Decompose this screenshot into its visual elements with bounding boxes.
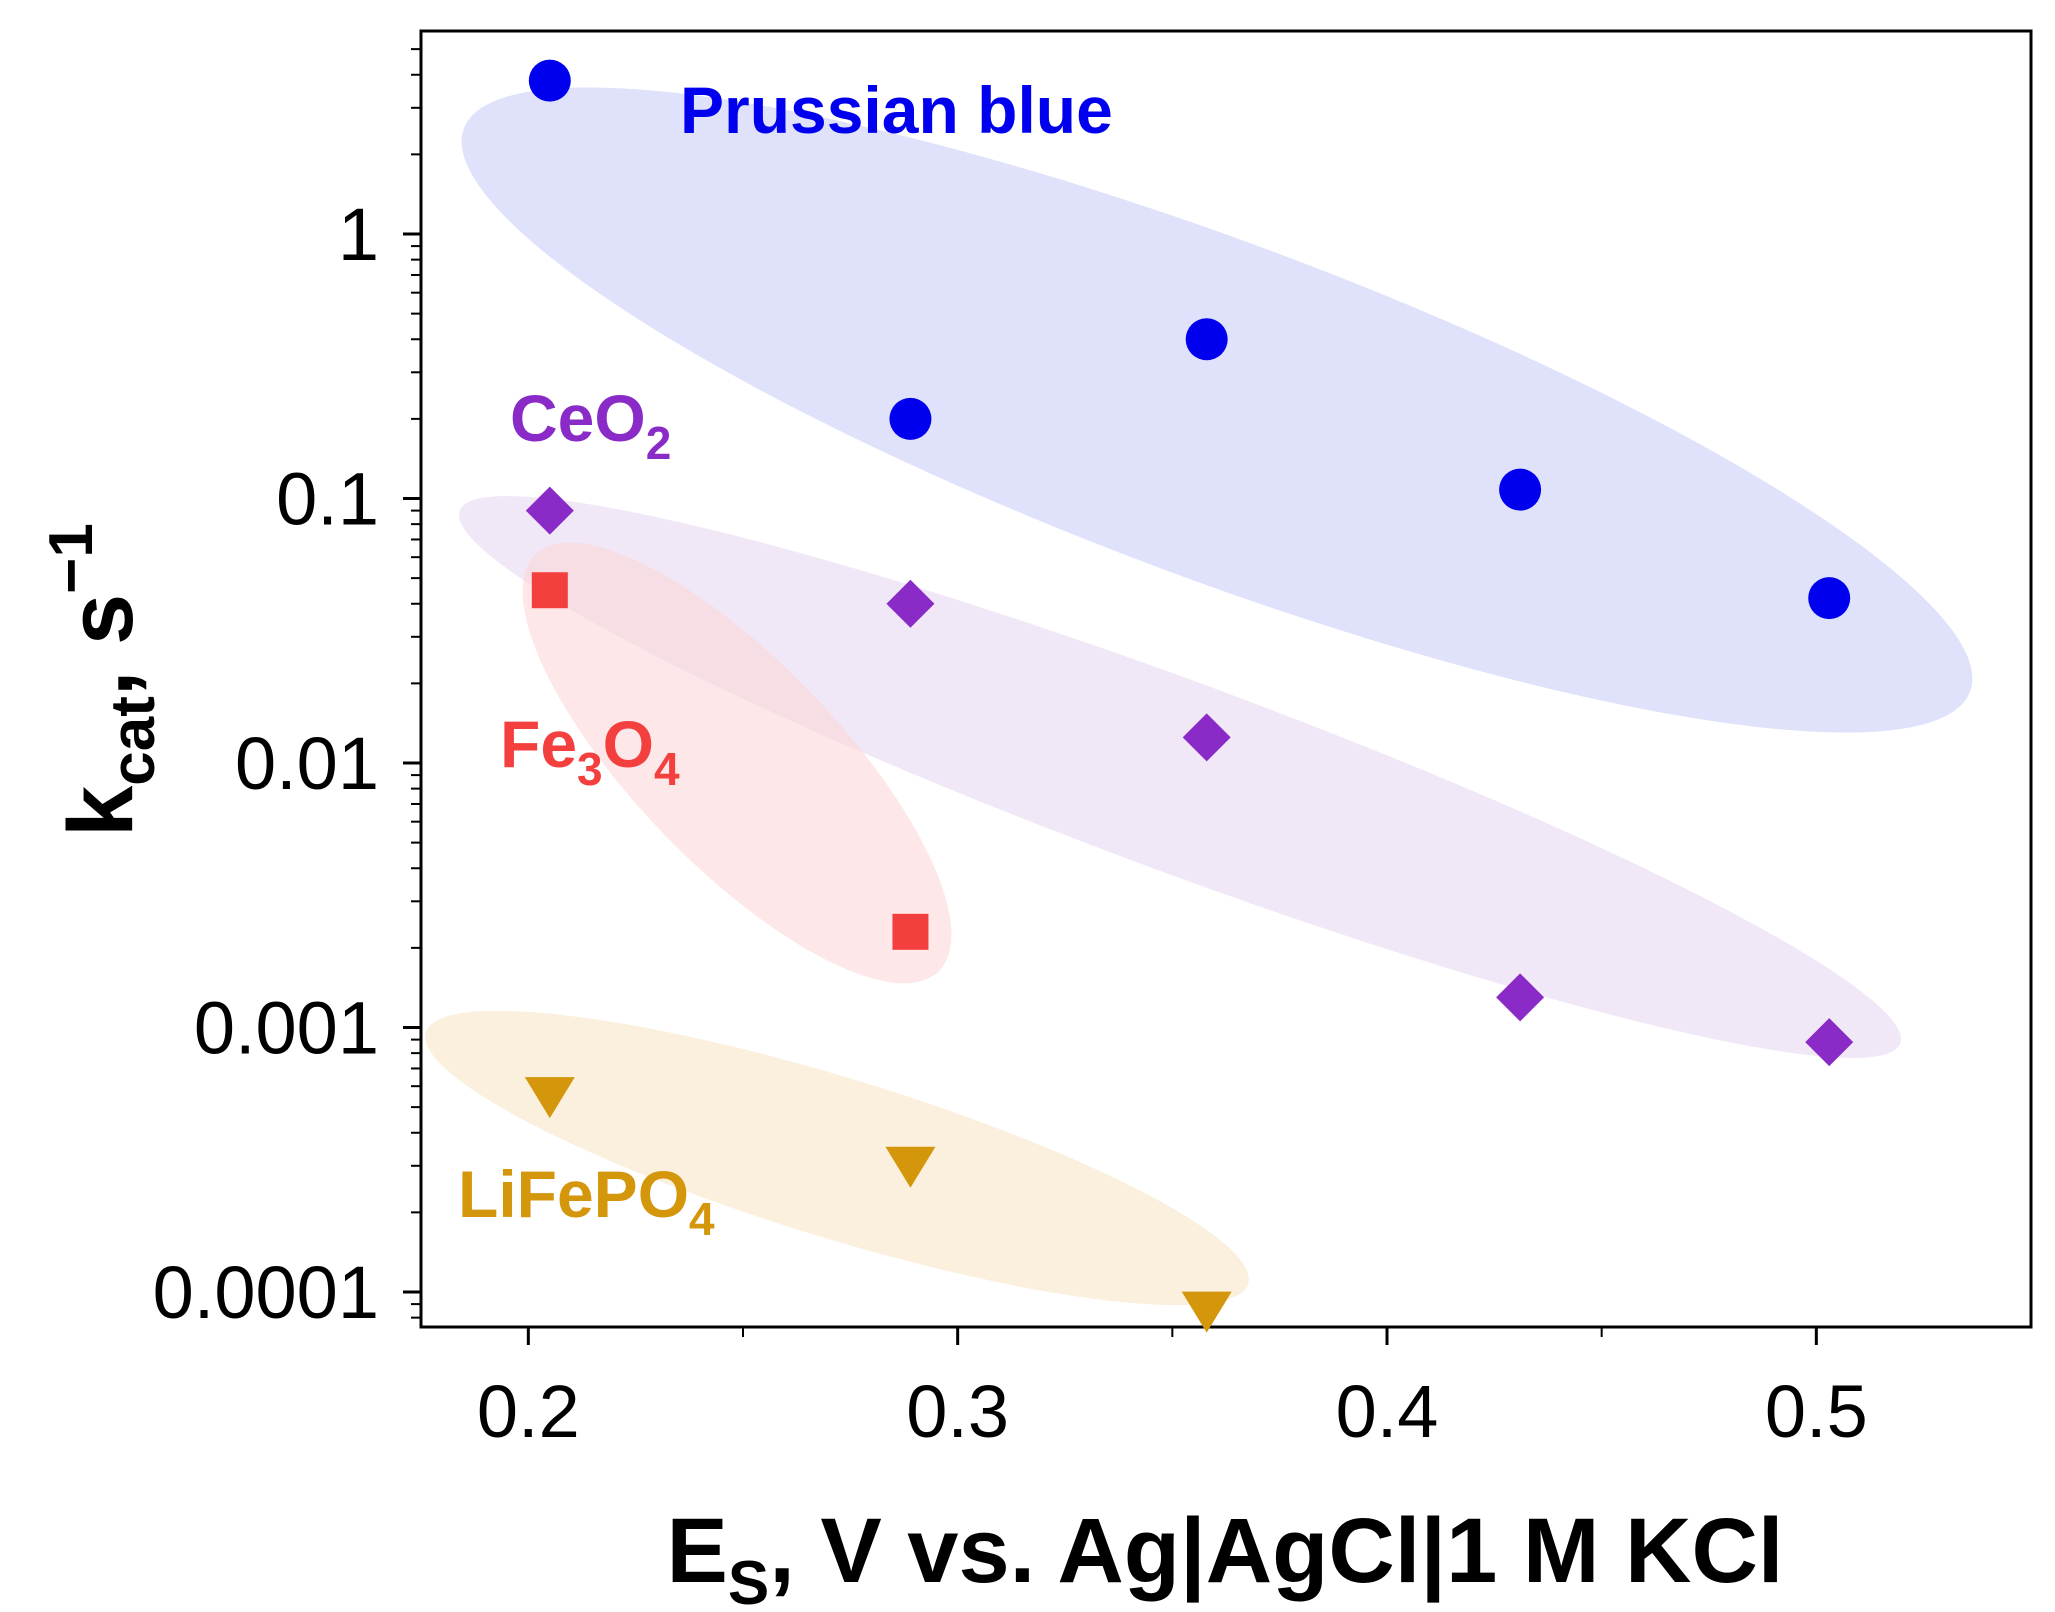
data-point: [1182, 713, 1231, 762]
y-tick-label: 0.001: [194, 987, 379, 1070]
x-tick-label: 0.3: [906, 1370, 1009, 1453]
data-point: [889, 397, 932, 440]
x-axis-ticks: [526, 1327, 1818, 1345]
series-label-prussian-blue: Prussian blue: [680, 73, 1113, 147]
data-point: [528, 59, 571, 102]
series-label-ceo2: CeO2: [510, 381, 671, 469]
plot-frame: [419, 29, 2033, 1329]
series-label-fe3o4: Fe3O4: [500, 707, 680, 795]
cluster-ellipses: [425, 87, 1973, 1306]
data-point: [1808, 577, 1851, 620]
data-point: [525, 486, 574, 535]
data-point: [1805, 1018, 1854, 1067]
ellipse-lifepo4: [425, 1010, 1249, 1306]
series-label-lifepo4: LiFePO4: [458, 1157, 715, 1245]
data-point: [531, 572, 568, 609]
ellipse-prussian-blue: [461, 87, 1973, 733]
data-point: [885, 1146, 936, 1188]
data-point: [1185, 318, 1228, 361]
x-tick-label: 0.2: [477, 1370, 580, 1453]
data-point: [892, 913, 929, 950]
data-markers: [524, 59, 1854, 1333]
data-point: [1499, 468, 1542, 511]
y-axis-tick-labels: 1 0.1 0.01 0.001 0.0001: [153, 193, 379, 1334]
x-tick-label: 0.4: [1336, 1370, 1439, 1453]
ellipse-ceo2: [458, 496, 1902, 1058]
y-tick-label: 0.0001: [153, 1251, 379, 1334]
data-point: [524, 1077, 575, 1119]
x-axis-tick-labels: 0.2 0.3 0.4 0.5: [477, 1370, 1868, 1453]
data-point: [886, 579, 935, 628]
y-axis-title: kcat, s−1: [37, 523, 168, 837]
y-tick-label: 1: [338, 193, 379, 276]
y-axis-ticks: [403, 48, 421, 1319]
y-tick-label: 0.01: [235, 722, 379, 805]
data-point: [1496, 973, 1545, 1022]
x-axis-title: ES, V vs. Ag|AgCl|1 M KCl: [667, 1500, 1784, 1612]
data-point: [1181, 1291, 1232, 1333]
y-tick-label: 0.1: [276, 458, 379, 541]
ellipse-fe3o4: [522, 542, 952, 984]
x-tick-label: 0.5: [1765, 1370, 1868, 1453]
